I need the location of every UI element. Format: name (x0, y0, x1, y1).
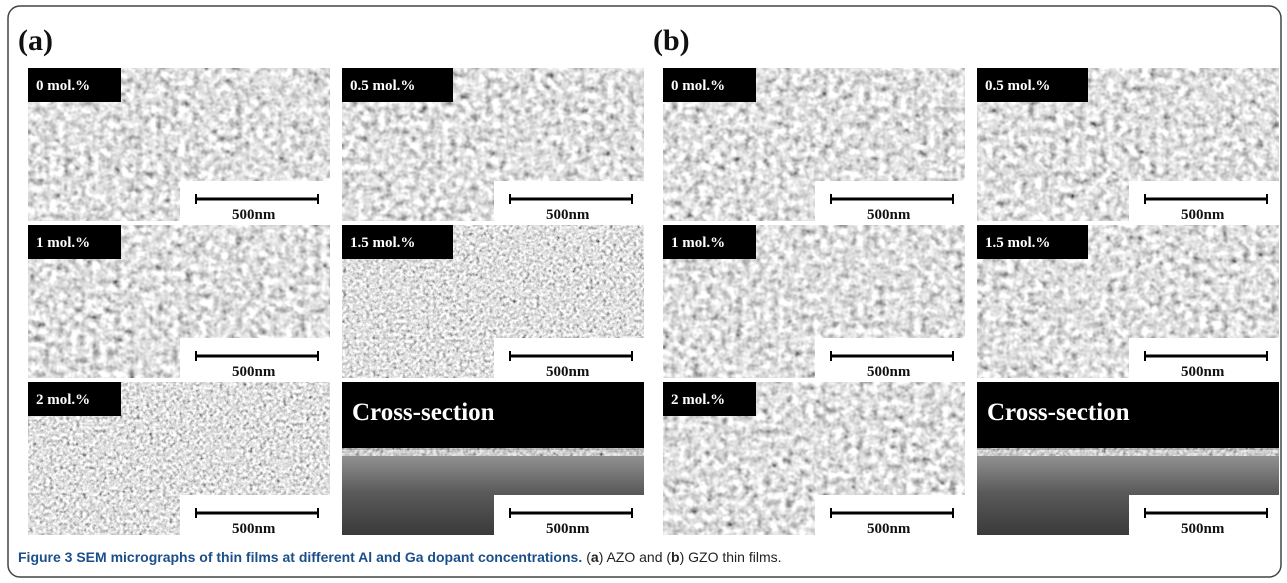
micrograph: 2 mol.% 500nm (663, 382, 965, 537)
scale-box (815, 181, 965, 221)
scale-box (180, 495, 330, 535)
image-label: Cross-section (987, 399, 1130, 426)
scale-box (1129, 338, 1279, 378)
micrograph: 1 mol.% 500nm (663, 225, 965, 380)
scale-label: 500nm (867, 207, 911, 223)
label-box (663, 225, 756, 259)
image-label: Cross-section (352, 399, 495, 426)
scale-box (494, 495, 644, 535)
micrograph: 0.5 mol.% 500nm (342, 68, 644, 223)
micrograph: 2 mol.% 500nm (28, 382, 330, 537)
micrograph: 1.5 mol.% 500nm (977, 225, 1279, 380)
label-box (28, 68, 121, 102)
film-edge (342, 448, 644, 456)
scale-label: 500nm (867, 521, 911, 537)
label-box (977, 225, 1088, 259)
panel-label: (b) (653, 24, 690, 57)
image-label: 2 mol.% (671, 392, 725, 408)
panel-label: (a) (18, 24, 53, 57)
label-box (663, 382, 756, 416)
scale-label: 500nm (1181, 521, 1225, 537)
caption-text: ( (586, 549, 591, 565)
image-label: 0 mol.% (36, 78, 90, 94)
micrograph: Cross-section 500nm (342, 382, 644, 537)
image-label: 2 mol.% (36, 392, 90, 408)
image-label: 1 mol.% (36, 235, 90, 251)
micrograph: 0.5 mol.% 500nm (977, 68, 1279, 223)
label-box (977, 68, 1088, 102)
caption-text: a (591, 549, 599, 565)
scale-box (815, 495, 965, 535)
label-box (342, 68, 453, 102)
image-label: 1 mol.% (671, 235, 725, 251)
micrograph: 1 mol.% 500nm (28, 225, 330, 380)
scale-label: 500nm (1181, 207, 1225, 223)
micrograph: 0 mol.% 500nm (28, 68, 330, 223)
scale-label: 500nm (546, 521, 590, 537)
label-box (342, 225, 453, 259)
label-box (28, 225, 121, 259)
label-box (28, 382, 121, 416)
caption-text: ) AZO and ( (599, 549, 672, 565)
scale-label: 500nm (546, 364, 590, 380)
scale-label: 500nm (232, 521, 276, 537)
caption-text: b (671, 549, 680, 565)
label-box (663, 68, 756, 102)
image-label: 0.5 mol.% (985, 78, 1050, 94)
image-label: 1.5 mol.% (350, 235, 415, 251)
micrograph: Cross-section 500nm (977, 382, 1279, 537)
scale-box (180, 338, 330, 378)
scale-box (180, 181, 330, 221)
caption: Figure 3 SEM micrographs of thin films a… (18, 549, 782, 565)
caption-text: ) GZO thin films. (680, 549, 782, 565)
scale-box (494, 338, 644, 378)
micrograph: 1.5 mol.% 500nm (342, 225, 644, 380)
scale-label: 500nm (1181, 364, 1225, 380)
scale-box (1129, 181, 1279, 221)
image-label: 1.5 mol.% (985, 235, 1050, 251)
scale-label: 500nm (232, 207, 276, 223)
scale-box (815, 338, 965, 378)
scale-label: 500nm (867, 364, 911, 380)
scale-box (1129, 495, 1279, 535)
film-edge (977, 448, 1279, 456)
scale-label: 500nm (546, 207, 590, 223)
caption-title: Figure 3 SEM micrographs of thin films a… (18, 549, 582, 565)
micrograph: 0 mol.% 500nm (663, 68, 965, 223)
image-label: 0.5 mol.% (350, 78, 415, 94)
scale-box (494, 181, 644, 221)
scale-label: 500nm (232, 364, 276, 380)
image-label: 0 mol.% (671, 78, 725, 94)
